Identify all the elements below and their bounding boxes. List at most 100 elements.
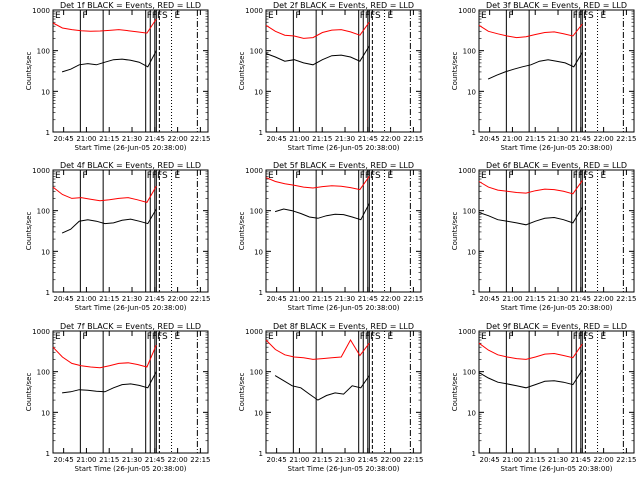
y-tick-label: 1000 [458, 328, 476, 336]
x-tick-label: 21:15 [525, 456, 545, 464]
x-tick-label: 22:00 [381, 295, 401, 303]
marker-label: E [601, 332, 607, 342]
x-tick-label: 21:45 [358, 456, 378, 464]
y-tick-label: 10 [254, 248, 263, 256]
marker-label: E [175, 332, 181, 342]
panel-title: Det 7f BLACK = Events, RED = LLD [60, 322, 201, 331]
x-tick-label: 21:15 [99, 135, 119, 143]
x-tick-label: 20:45 [267, 135, 287, 143]
y-tick-label: 1 [472, 450, 476, 458]
marker-label: F [82, 332, 87, 342]
y-axis-label: Counts/sec [238, 212, 246, 251]
y-tick-label: 1000 [32, 328, 50, 336]
marker-label: E [388, 11, 394, 21]
panel-5: Det 5f BLACK = Events, RED = LLD 1 10 100 10… [238, 161, 423, 312]
x-tick-label: 21:30 [335, 295, 355, 303]
y-tick-label: 100 [463, 369, 476, 377]
series-lld-line [52, 185, 157, 203]
y-tick-label: 10 [254, 409, 263, 417]
y-tick-label: 1000 [245, 7, 263, 15]
x-tick-label: 21:00 [76, 135, 96, 143]
x-tick-label: 21:45 [358, 135, 378, 143]
panel-9: Det 9f BLACK = Events, RED = LLD 1 10 100 10… [451, 322, 636, 473]
x-tick-label: 20:45 [54, 456, 74, 464]
panel-title: Det 2f BLACK = Events, RED = LLD [273, 1, 414, 10]
y-axis-label: Counts/sec [238, 373, 246, 412]
y-axis-label: Counts/sec [238, 52, 246, 91]
marker-label: F [508, 332, 513, 342]
x-tick-label: 21:45 [571, 456, 591, 464]
marker-label: E [268, 332, 274, 342]
plot-frame [52, 169, 209, 293]
series-events-line [478, 207, 583, 226]
x-axis-label: Start Time (26-Jun-05 20:38:00) [75, 304, 187, 312]
y-tick-label: 10 [467, 409, 476, 417]
series-lld-line [478, 342, 583, 360]
y-tick-label: 1000 [458, 7, 476, 15]
y-tick-label: 1 [259, 450, 263, 458]
x-tick-label: 21:00 [289, 135, 309, 143]
series-lld-line [265, 176, 370, 191]
x-tick-label: 21:15 [525, 295, 545, 303]
y-tick-label: 100 [250, 48, 263, 56]
y-tick-label: 10 [41, 88, 50, 96]
marker-label: E [601, 11, 607, 21]
marker-label: E [268, 11, 274, 21]
x-tick-label: 20:45 [480, 456, 500, 464]
y-tick-label: 1000 [245, 167, 263, 175]
panel-1: Det 1f BLACK = Events, RED = LLD 1 10 100 10… [25, 1, 210, 152]
marker-label: E [481, 11, 487, 21]
x-tick-label: 21:45 [145, 135, 165, 143]
plot-frame [265, 330, 422, 454]
x-tick-label: 22:00 [594, 456, 614, 464]
y-tick-label: 10 [41, 248, 50, 256]
marker-label: E [55, 332, 61, 342]
series-events-line [265, 45, 370, 66]
x-tick-label: 21:15 [312, 456, 332, 464]
y-tick-label: 10 [467, 248, 476, 256]
y-tick-label: 100 [463, 208, 476, 216]
x-tick-label: 22:00 [168, 456, 188, 464]
marker-label: F [295, 332, 300, 342]
y-axis-label: Counts/sec [25, 212, 33, 251]
marker-label: E [175, 171, 181, 181]
y-tick-label: 100 [463, 48, 476, 56]
x-tick-label: 22:15 [616, 135, 636, 143]
y-tick-label: 1000 [32, 7, 50, 15]
x-tick-label: 21:45 [571, 135, 591, 143]
marker-label: F [295, 11, 300, 21]
panel-title: Det 6f BLACK = Events, RED = LLD [486, 161, 627, 170]
series-lld-line [478, 23, 583, 39]
x-tick-label: 21:30 [548, 135, 568, 143]
marker-label: FFFS [147, 332, 168, 342]
marker-label: E [388, 171, 394, 181]
panel-title: Det 3f BLACK = Events, RED = LLD [486, 1, 627, 10]
y-tick-label: 1000 [32, 167, 50, 175]
series-events-line [478, 369, 583, 389]
marker-label: FFFS [360, 171, 381, 181]
marker-label: FFFS [360, 11, 381, 21]
series-events-line [487, 52, 583, 80]
x-axis-label: Start Time (26-Jun-05 20:38:00) [288, 304, 400, 312]
series-events-line [274, 375, 370, 401]
marker-label: FFFS [573, 11, 594, 21]
x-tick-label: 21:30 [122, 456, 142, 464]
x-tick-label: 22:15 [190, 295, 210, 303]
plot-frame [478, 169, 635, 293]
y-tick-label: 100 [250, 369, 263, 377]
y-tick-label: 10 [254, 88, 263, 96]
panel-title: Det 5f BLACK = Events, RED = LLD [273, 161, 414, 170]
y-axis-label: Counts/sec [451, 212, 459, 251]
x-tick-label: 22:15 [190, 456, 210, 464]
plot-frame [265, 9, 422, 133]
y-axis-label: Counts/sec [451, 52, 459, 91]
x-tick-label: 21:30 [548, 295, 568, 303]
marker-label: E [268, 171, 274, 181]
x-tick-label: 21:15 [99, 295, 119, 303]
marker-label: E [55, 171, 61, 181]
marker-label: F [508, 11, 513, 21]
marker-label: F [295, 171, 300, 181]
x-tick-label: 20:45 [480, 295, 500, 303]
x-axis-label: Start Time (26-Jun-05 20:38:00) [501, 465, 613, 473]
